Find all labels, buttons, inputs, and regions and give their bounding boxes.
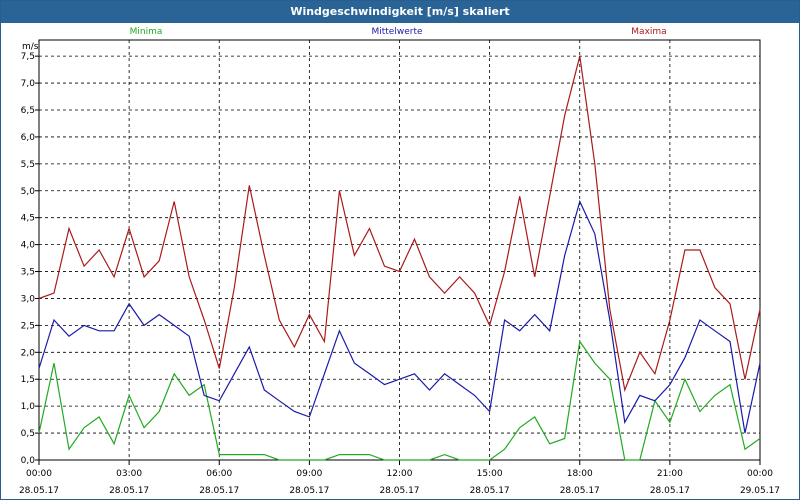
x-tick-time-label: 12:00 xyxy=(387,469,413,479)
y-tick-label: 1,0 xyxy=(21,402,36,412)
x-tick-date-label: 28.05.17 xyxy=(560,486,600,496)
x-tick-date-label: 28.05.17 xyxy=(379,486,419,496)
x-tick-date-label: 28.05.17 xyxy=(109,486,149,496)
legend: Minima Mittelwerte Maxima xyxy=(130,27,667,37)
x-tick-date-label: 28.05.17 xyxy=(19,486,59,496)
y-tick-label: 3,5 xyxy=(21,268,35,278)
y-tick-label: 2,0 xyxy=(21,348,36,358)
x-tick-time-label: 06:00 xyxy=(206,469,232,479)
x-tick-date-label: 28.05.17 xyxy=(199,486,239,496)
x-tick-time-label: 00:00 xyxy=(26,469,52,479)
grid-lines xyxy=(35,40,761,465)
x-tick-time-label: 03:00 xyxy=(116,469,142,479)
y-tick-label: 3,0 xyxy=(21,294,36,304)
y-tick-label: 6,0 xyxy=(21,133,36,143)
series-line-minima xyxy=(38,339,761,461)
y-tick-label: 4,5 xyxy=(21,214,35,224)
y-tick-label: 0,5 xyxy=(21,429,35,439)
x-tick-time-label: 00:00 xyxy=(747,469,773,479)
y-tick-label: 0,0 xyxy=(21,456,36,466)
series-line-mittelwerte xyxy=(38,199,761,434)
tick-labels: 0,0 0,5 1,0 1,5 2,0 2,5 3,0 3,5 4,0 4,5 5,0 5,5 6,0 6… xyxy=(19,52,780,496)
x-tick-time-label: 21:00 xyxy=(657,469,683,479)
x-tick-date-label: 28.05.17 xyxy=(650,486,690,496)
x-tick-time-label: 15:00 xyxy=(477,469,503,479)
y-tick-label: 7,5 xyxy=(21,52,35,62)
legend-mittelwerte: Mittelwerte xyxy=(371,27,422,37)
axes: m/s xyxy=(22,39,761,461)
x-tick-time-label: 09:00 xyxy=(296,469,322,479)
y-tick-label: 5,5 xyxy=(21,160,35,170)
x-tick-date-label: 29.05.17 xyxy=(740,486,780,496)
y-axis-label: m/s xyxy=(22,42,39,52)
legend-maxima: Maxima xyxy=(631,27,666,37)
y-tick-label: 1,5 xyxy=(21,375,35,385)
y-tick-label: 5,0 xyxy=(21,187,36,197)
x-tick-date-label: 28.05.17 xyxy=(470,486,510,496)
series-line-maxima xyxy=(38,56,761,393)
x-tick-time-label: 18:00 xyxy=(567,469,593,479)
legend-minima: Minima xyxy=(130,27,163,37)
y-tick-label: 2,5 xyxy=(21,321,35,331)
x-tick-date-label: 28.05.17 xyxy=(289,486,329,496)
y-tick-label: 4,0 xyxy=(21,241,36,251)
y-tick-label: 6,5 xyxy=(21,106,35,116)
series-lines xyxy=(38,56,761,461)
y-tick-label: 7,0 xyxy=(21,79,36,89)
window-title: Windgeschwindigkeit [m/s] skaliert xyxy=(1,1,799,23)
